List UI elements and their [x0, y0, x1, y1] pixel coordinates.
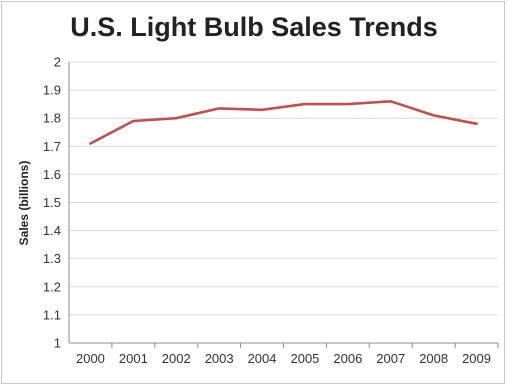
y-tick-label: 1.4	[43, 223, 61, 238]
x-tick-label: 2007	[376, 351, 405, 366]
x-tick-label: 2003	[205, 351, 234, 366]
y-tick-label: 1.1	[43, 307, 61, 322]
chart-title: U.S. Light Bulb Sales Trends	[70, 12, 438, 42]
x-tick-label: 2006	[333, 351, 362, 366]
y-tick-labels: 1 1.1 1.2 1.3 1.4 1.5 1.6 1.7 1.8 1.9 2	[43, 55, 61, 351]
y-tick-label: 1	[54, 336, 61, 351]
y-axis-label: Sales (billions)	[17, 161, 31, 246]
y-tick-label: 1.2	[43, 279, 61, 294]
y-tick-label: 1.6	[43, 167, 61, 182]
x-tick-labels: 2000 2001 2002 2003 2004 2005 2006 2007 2008 2009	[76, 343, 499, 366]
y-tick-label: 1.8	[43, 111, 61, 126]
y-tick-label: 2	[54, 55, 61, 70]
y-tick-label: 1.5	[43, 195, 61, 210]
x-tick-label: 2008	[419, 351, 448, 366]
x-tick-label: 2005	[290, 351, 319, 366]
y-tick-label: 1.7	[43, 139, 61, 154]
x-tick-label: 2004	[248, 351, 277, 366]
series-line	[89, 100, 478, 145]
series-lines	[89, 100, 478, 145]
y-tick-label: 1.3	[43, 251, 61, 266]
y-tick-label: 1.9	[43, 83, 61, 98]
gridlines	[69, 61, 498, 316]
x-tick-label: 2009	[462, 351, 491, 366]
x-tick-label: 2001	[119, 351, 148, 366]
x-tick-label: 2000	[76, 351, 105, 366]
x-tick-label: 2002	[162, 351, 191, 366]
